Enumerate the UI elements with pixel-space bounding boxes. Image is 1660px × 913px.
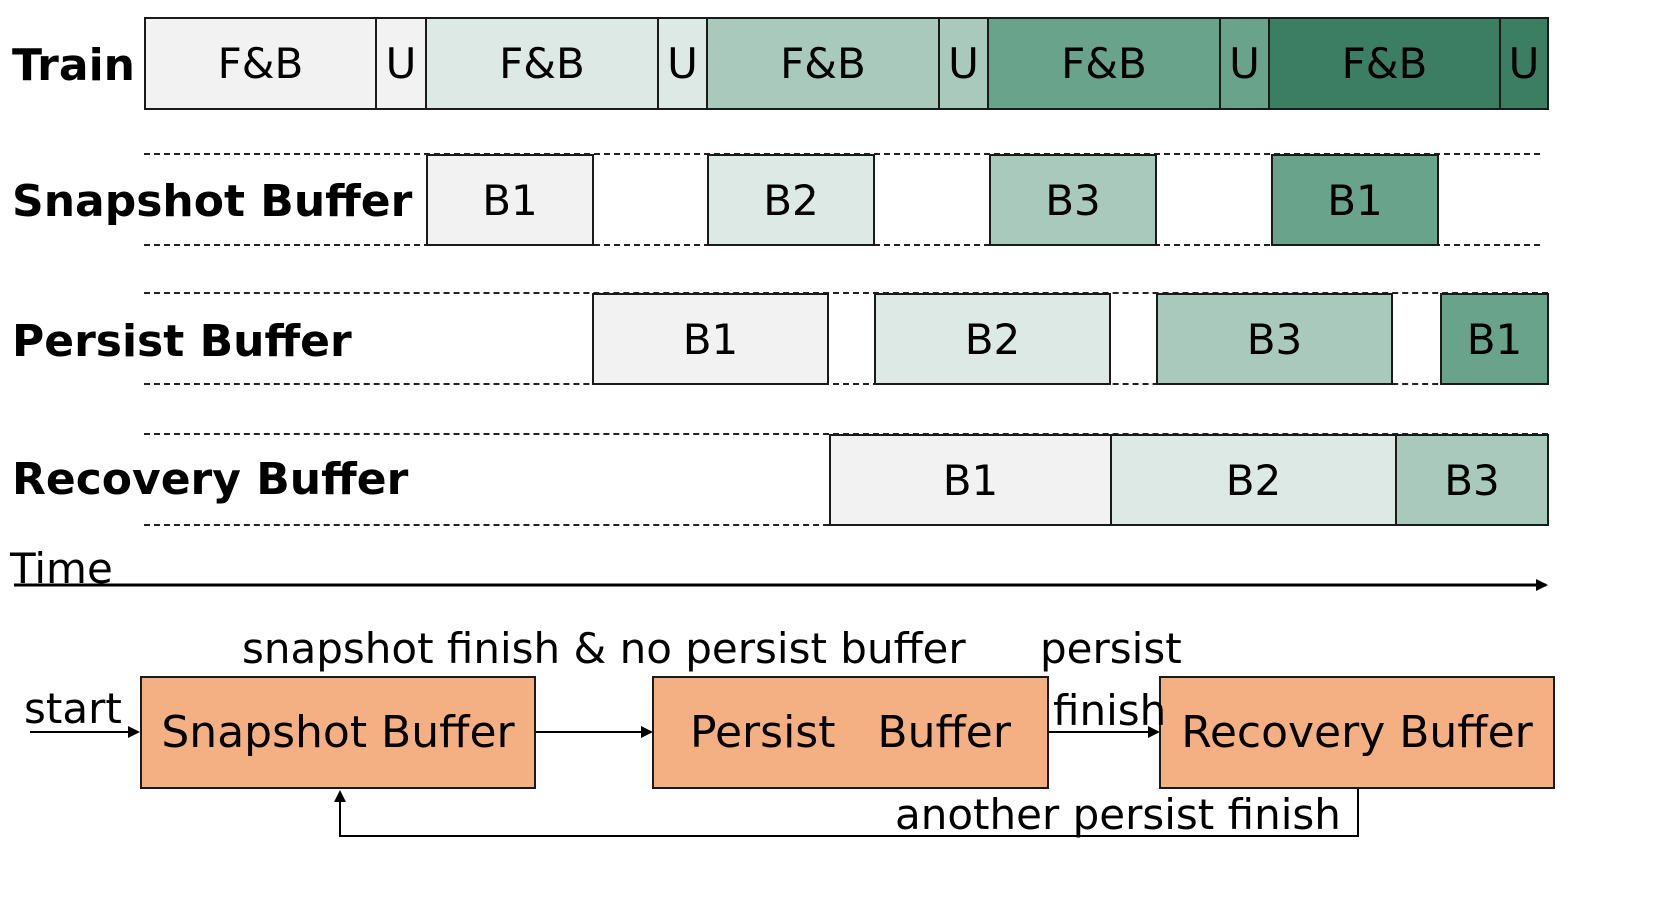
train-block-fb-1: F&B	[144, 17, 377, 110]
edge-label-another-persist-finish: another persist finish	[895, 790, 1341, 839]
train-block-fb-5: F&B	[1268, 17, 1501, 110]
row-label-snapshot-buffer: Snapshot Buffer	[12, 176, 413, 227]
persist-block-b1-second: B1	[1440, 293, 1549, 385]
persist-lane-bottom-border	[144, 383, 1548, 385]
recovery-block-b2: B2	[1110, 434, 1397, 526]
edge-label-finish: finish	[1053, 686, 1167, 735]
snapshot-block-b1-second: B1	[1271, 154, 1439, 246]
recovery-block-b3: B3	[1395, 434, 1549, 526]
snapshot-block-b3: B3	[989, 154, 1157, 246]
row-label-persist-buffer: Persist Buffer	[12, 316, 352, 367]
edge-label-snapshot-finish: snapshot finish & no persist buffer	[242, 624, 966, 673]
edge-label-persist: persist	[1040, 624, 1182, 673]
state-snapshot-buffer: Snapshot Buffer	[140, 676, 536, 789]
train-block-fb-2: F&B	[425, 17, 659, 110]
train-block-u-2: U	[657, 17, 708, 110]
persist-lane-top-border	[144, 292, 1548, 294]
row-label-recovery-buffer: Recovery Buffer	[12, 454, 409, 505]
time-axis-label: Time	[10, 544, 113, 593]
recovery-to-snapshot-arrow	[334, 788, 1359, 837]
train-block-u-4: U	[1219, 17, 1270, 110]
persist-block-b2: B2	[874, 293, 1111, 385]
train-block-fb-4: F&B	[987, 17, 1221, 110]
persist-block-b1: B1	[592, 293, 829, 385]
row-label-train: Train	[12, 40, 135, 91]
snapshot-block-b2: B2	[707, 154, 875, 246]
state-persist-buffer: Persist Buffer	[652, 676, 1049, 789]
start-label: start	[24, 684, 122, 733]
recovery-block-b1: B1	[829, 434, 1112, 526]
snapshot-block-b1: B1	[426, 154, 594, 246]
state-recovery-buffer: Recovery Buffer	[1159, 676, 1555, 789]
train-block-u-5: U	[1499, 17, 1549, 110]
persist-block-b3: B3	[1156, 293, 1393, 385]
